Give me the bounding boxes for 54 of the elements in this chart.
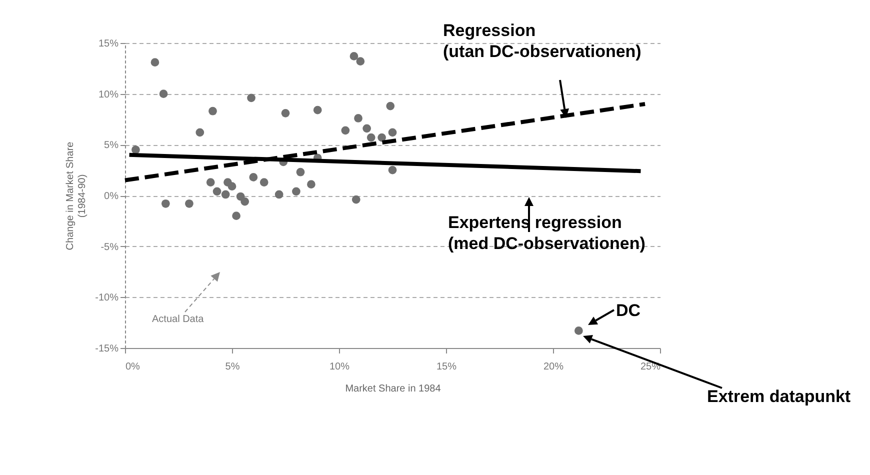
x-tick-label: 10%: [329, 362, 350, 372]
annotation: Actual Data: [152, 314, 204, 326]
y-tick-label: -15%: [95, 344, 119, 354]
point: [240, 197, 250, 206]
x-tick-label: 25%: [640, 362, 661, 372]
point: [132, 146, 140, 154]
point: [362, 124, 372, 133]
point: [388, 128, 397, 137]
y-tick-label: 5%: [104, 140, 119, 152]
point: [161, 199, 170, 208]
y-tick-label: -5%: [100, 242, 119, 253]
x-axis-title: Market Share in 1984: [345, 384, 442, 394]
x-tick-label: 5%: [225, 362, 240, 372]
point: [185, 199, 194, 208]
y-tick-label: 0%: [104, 191, 119, 202]
point: [366, 133, 376, 142]
point: [350, 52, 358, 60]
point: [354, 114, 362, 122]
y-tick-label: 15%: [98, 38, 119, 50]
y-tick-label: 10%: [98, 89, 119, 100]
x-tick-label: 20%: [543, 362, 564, 372]
point: [313, 106, 322, 114]
point: [247, 94, 256, 102]
point: [232, 212, 240, 220]
x-tick-label: 15%: [436, 362, 457, 372]
point: [296, 168, 305, 176]
point: [388, 166, 397, 174]
text: Extrem datapunkt: [707, 386, 851, 407]
point: [212, 187, 222, 196]
point: [260, 178, 268, 186]
point: [206, 178, 215, 186]
point: [292, 187, 300, 196]
point: [281, 108, 290, 118]
point: [228, 182, 236, 191]
point: [378, 133, 386, 142]
point: [356, 57, 365, 66]
annotation: Regression (utan DC-observationen): [443, 20, 642, 62]
point: [150, 58, 160, 66]
x-tick-label: 0%: [126, 362, 140, 372]
point: [386, 102, 395, 110]
point: [159, 90, 168, 98]
point: [208, 106, 217, 116]
point: [574, 326, 583, 335]
point: [274, 190, 284, 199]
y-axis-title: Change in Market Share (1984-90): [65, 141, 88, 250]
point: [352, 195, 360, 204]
y-tick-label: -10%: [95, 292, 119, 304]
point: [196, 128, 204, 137]
annotation: DC: [616, 300, 641, 321]
point: [306, 180, 316, 188]
point: [341, 126, 350, 135]
point: [249, 173, 258, 182]
annotation: Expertens regression (med DC-observationen): [448, 212, 646, 254]
point: [221, 190, 230, 199]
